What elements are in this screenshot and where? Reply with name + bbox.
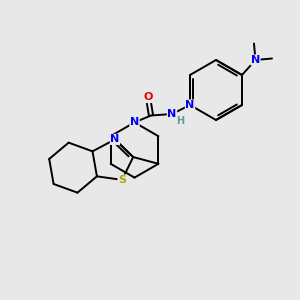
Text: H: H — [176, 116, 184, 126]
Text: O: O — [143, 92, 153, 103]
Text: N: N — [110, 134, 120, 144]
Text: N: N — [251, 55, 260, 65]
Text: N: N — [167, 109, 177, 119]
Text: S: S — [118, 175, 126, 185]
Text: N: N — [185, 100, 195, 110]
Text: N: N — [130, 117, 139, 128]
